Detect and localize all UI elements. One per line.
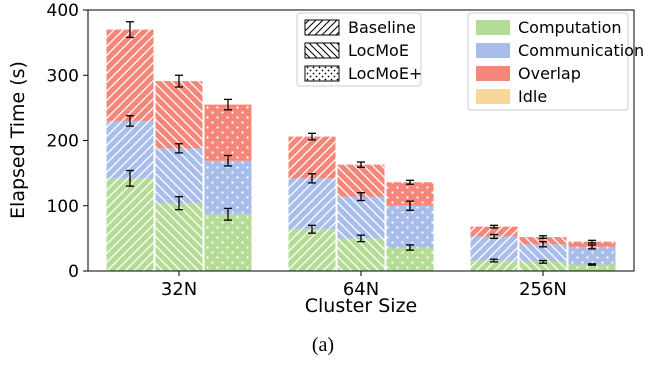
y-tick-label: 200 — [47, 132, 79, 152]
legend-swatch-pattern — [305, 66, 339, 81]
y-tick-label: 100 — [47, 197, 79, 217]
stacked-bar-chart: 0 100 200 300 400 Elapsed Time (s) Cluster S… — [7, 1, 644, 317]
bar-hatch — [204, 104, 252, 161]
bar-hatch — [386, 182, 434, 206]
bar-hatch — [470, 226, 518, 237]
bar-hatch — [337, 196, 385, 239]
legend-label: Overlap — [518, 64, 581, 83]
bar-hatch — [568, 246, 616, 265]
bar-hatch — [337, 238, 385, 271]
bar-hatch — [288, 136, 336, 179]
bar-hatch — [386, 247, 434, 271]
y-tick-label: 0 — [68, 262, 79, 282]
legend-label: Computation — [518, 18, 622, 37]
legend-swatch-computation — [476, 20, 510, 35]
error-bars — [126, 21, 596, 266]
x-tick-label: 64N — [343, 279, 379, 300]
bar-hatch — [288, 178, 336, 230]
bar-hatch — [470, 260, 518, 271]
legend-swatch-communication — [476, 43, 510, 58]
bar-hatch — [204, 160, 252, 215]
legend-label: LocMoE+ — [348, 64, 422, 83]
y-axis-label: Elapsed Time (s) — [7, 61, 29, 219]
bar-hatch — [470, 236, 518, 261]
x-axis-label: Cluster Size — [305, 295, 417, 317]
bar-hatch — [519, 237, 567, 245]
bar-hatch — [568, 264, 616, 271]
bar-hatch — [519, 244, 567, 262]
bar-hatch — [106, 29, 154, 121]
y-tick-label: 300 — [47, 66, 79, 86]
legend-components: Computation Communication Overlap Idle — [467, 12, 644, 111]
bar-hatch — [155, 203, 203, 271]
legend-label: Baseline — [348, 18, 416, 37]
bar-hatch — [106, 178, 154, 271]
bar-hatch — [155, 148, 203, 204]
y-axis-ticks: 0 100 200 300 400 — [47, 1, 88, 282]
legend-methods: Baseline LocMoE LocMoE+ — [296, 12, 422, 87]
bar-hatch — [337, 164, 385, 197]
bar-hatch — [204, 214, 252, 271]
y-tick-label: 400 — [47, 1, 79, 21]
bar-hatch — [106, 120, 154, 179]
legend-swatch-pattern — [305, 20, 339, 35]
bars — [106, 29, 616, 271]
legend-swatch-overlap — [476, 66, 510, 81]
bar-hatch — [386, 205, 434, 248]
x-tick-label: 256N — [519, 279, 567, 300]
bar-hatch — [568, 241, 616, 247]
legend-label: LocMoE — [348, 41, 409, 60]
bar-hatch — [288, 229, 336, 271]
legend-swatch-pattern — [305, 43, 339, 58]
bar-hatch — [155, 81, 203, 149]
bar-hatch — [519, 261, 567, 271]
legend-swatch-idle — [476, 89, 510, 104]
figure-caption: (a) — [311, 334, 335, 356]
legend-label: Idle — [518, 87, 547, 106]
x-tick-label: 32N — [161, 279, 197, 300]
legend-label: Communication — [518, 41, 644, 60]
x-axis-ticks: 32N 64N 256N — [161, 271, 567, 300]
